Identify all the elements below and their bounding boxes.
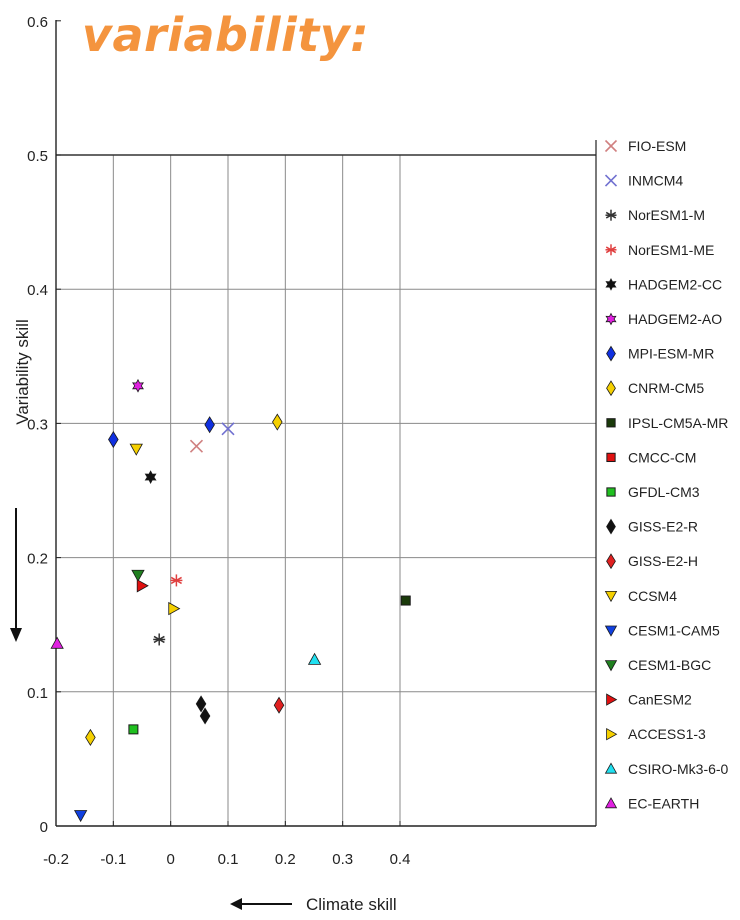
x-tick-label: 0.1: [218, 851, 239, 868]
y-tick-label: 0.1: [27, 685, 48, 702]
legend-entry-label: CSIRO-Mk3-6-0: [628, 761, 729, 777]
data-points: [50, 378, 411, 823]
data-point: [221, 422, 235, 436]
data-point: [307, 652, 322, 665]
legend-marker: [606, 693, 618, 706]
legend-entry-label: FIO-ESM: [628, 138, 686, 154]
x-axis-arrowhead: [230, 898, 242, 910]
data-point: [108, 430, 119, 449]
legend-marker: [605, 209, 617, 221]
legend-marker: [606, 380, 616, 397]
legend-marker: [605, 278, 617, 291]
legend-marker: [605, 312, 617, 326]
legend-marker: [604, 660, 618, 672]
y-tick-label: 0.3: [27, 416, 48, 433]
data-point: [189, 439, 204, 453]
x-tick-label: 0.3: [332, 851, 353, 868]
legend-marker: [606, 518, 616, 535]
heading-text: variability:: [82, 8, 370, 62]
data-point: [136, 579, 149, 593]
data-point: [170, 574, 183, 587]
data-point: [273, 696, 285, 714]
legend-entry-label: GISS-E2-R: [628, 519, 698, 535]
legend-marker: [605, 244, 617, 256]
legend-marker: [604, 174, 618, 187]
y-tick-label: 0.4: [27, 282, 48, 299]
data-point: [128, 724, 139, 735]
legend-marker: [604, 139, 618, 153]
grid-lines: [56, 154, 596, 826]
legend-entry-label: NorESM1-ME: [628, 242, 714, 258]
data-point: [272, 413, 283, 431]
data-point: [199, 707, 211, 725]
legend-entry-label: GISS-E2-H: [628, 553, 698, 569]
legend-entry-label: HADGEM2-CC: [628, 276, 722, 292]
legend-entry-label: CESM1-BGC: [628, 657, 711, 673]
legend-entry-label: CESM1-CAM5: [628, 622, 720, 638]
legend-entry-label: IPSL-CM5A-MR: [628, 415, 728, 431]
legend-marker: [606, 418, 616, 428]
legend-marker: [604, 762, 618, 774]
y-tick-label: 0.2: [27, 551, 48, 568]
legend-marker: [604, 797, 618, 809]
data-point: [85, 728, 96, 746]
y-axis-arrowhead: [10, 628, 22, 642]
legend-marker: [606, 487, 616, 497]
data-point: [131, 569, 145, 582]
data-point: [168, 601, 181, 616]
x-tick-label: 0.2: [275, 851, 296, 868]
y-tick-label: 0: [40, 819, 48, 836]
y-tick-label: 0.5: [27, 148, 48, 165]
legend-marker: [606, 553, 616, 570]
legend-entry-label: CMCC-CM: [628, 449, 696, 465]
y-axis-label: Variability skill: [13, 319, 32, 425]
legend-marker: [606, 728, 618, 741]
y-tick-label: 0.6: [27, 14, 48, 31]
legend-entry-label: MPI-ESM-MR: [628, 346, 714, 362]
legend-entry-label: CCSM4: [628, 588, 677, 604]
legend-entry-label: HADGEM2-AO: [628, 311, 722, 327]
legend-entry-label: EC-EARTH: [628, 795, 699, 811]
data-point: [129, 443, 143, 456]
legend-entry-label: GFDL-CM3: [628, 484, 700, 500]
data-point: [144, 470, 157, 484]
data-point: [153, 633, 166, 646]
legend-entry-label: CNRM-CM5: [628, 380, 704, 396]
data-point: [50, 636, 64, 649]
data-point: [195, 695, 207, 713]
legend: FIO-ESM INMCM4 NorESM1-M NorESM1-ME HADGEM2-…: [604, 138, 729, 811]
axes: -0.2 -0.1 0 0.1 0.2 0.3 0.4 0 0.1 0.2 0.3 0.4 0.5 0.6: [27, 14, 597, 868]
x-tick-label: -0.2: [43, 851, 69, 868]
x-tick-label: 0: [166, 851, 174, 868]
data-point: [204, 416, 215, 434]
data-point: [400, 595, 411, 606]
legend-marker: [604, 591, 618, 603]
axis-labels: Climate skill Variability skill: [10, 319, 397, 914]
legend-marker: [606, 452, 616, 463]
legend-marker: [606, 345, 616, 362]
legend-entry-label: NorESM1-M: [628, 207, 705, 223]
x-axis-label: Climate skill: [306, 895, 397, 914]
data-point: [73, 810, 88, 823]
data-point: [132, 378, 144, 393]
legend-marker: [604, 625, 618, 637]
x-tick-label: -0.1: [100, 851, 126, 868]
legend-entry-label: CanESM2: [628, 692, 692, 708]
x-tick-label: 0.4: [390, 851, 411, 868]
legend-entry-label: INMCM4: [628, 173, 683, 189]
legend-entry-label: ACCESS1-3: [628, 726, 706, 742]
